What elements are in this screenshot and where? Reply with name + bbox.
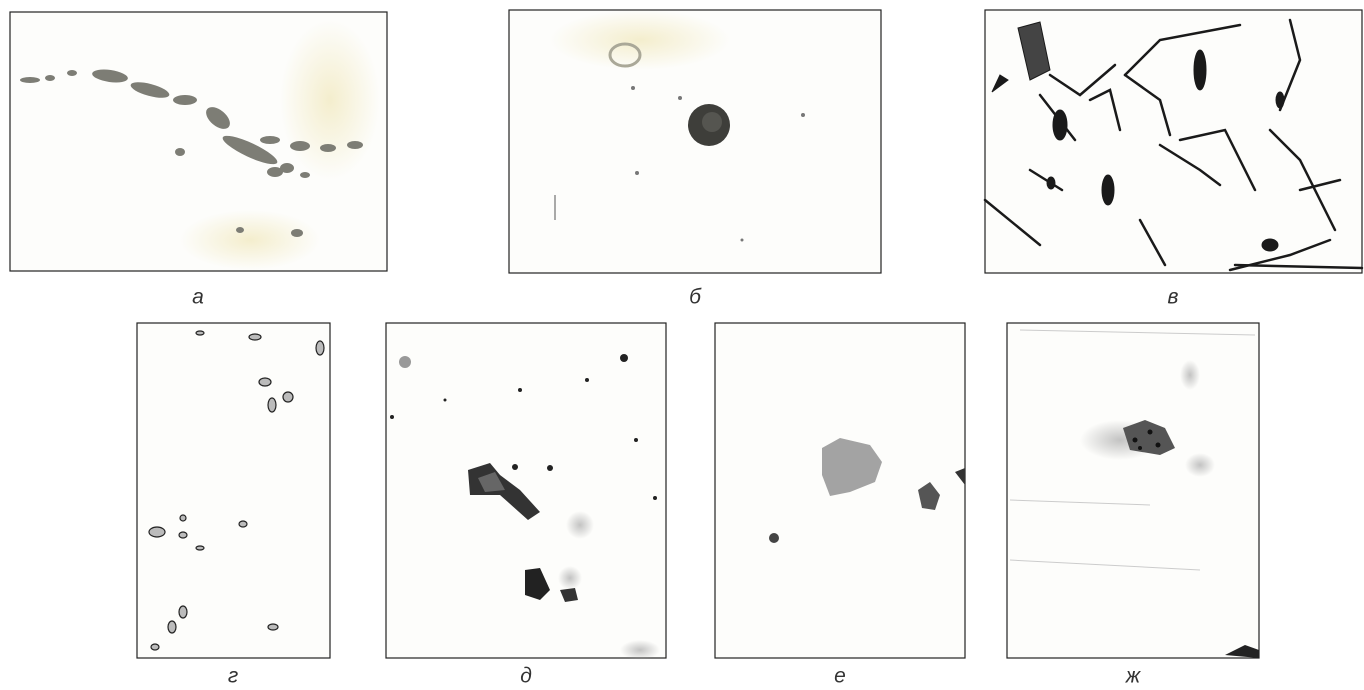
panel-label: в bbox=[1168, 286, 1179, 309]
micrograph-g bbox=[137, 323, 330, 658]
micrograph-b bbox=[509, 10, 881, 273]
micrograph-e bbox=[715, 323, 965, 658]
panel-label: г bbox=[228, 665, 238, 688]
micrograph-v bbox=[985, 10, 1362, 273]
panel-label: б bbox=[689, 286, 702, 309]
micrograph-d bbox=[386, 323, 666, 660]
micrograph-a bbox=[10, 12, 387, 271]
micrograph-zh bbox=[1007, 323, 1259, 658]
figure: а б в г д е ж bbox=[0, 0, 1364, 690]
panel-label: е bbox=[834, 665, 846, 688]
panel-label: ж bbox=[1125, 665, 1142, 688]
panel-label: д bbox=[520, 665, 532, 688]
panel-label: а bbox=[192, 286, 204, 309]
